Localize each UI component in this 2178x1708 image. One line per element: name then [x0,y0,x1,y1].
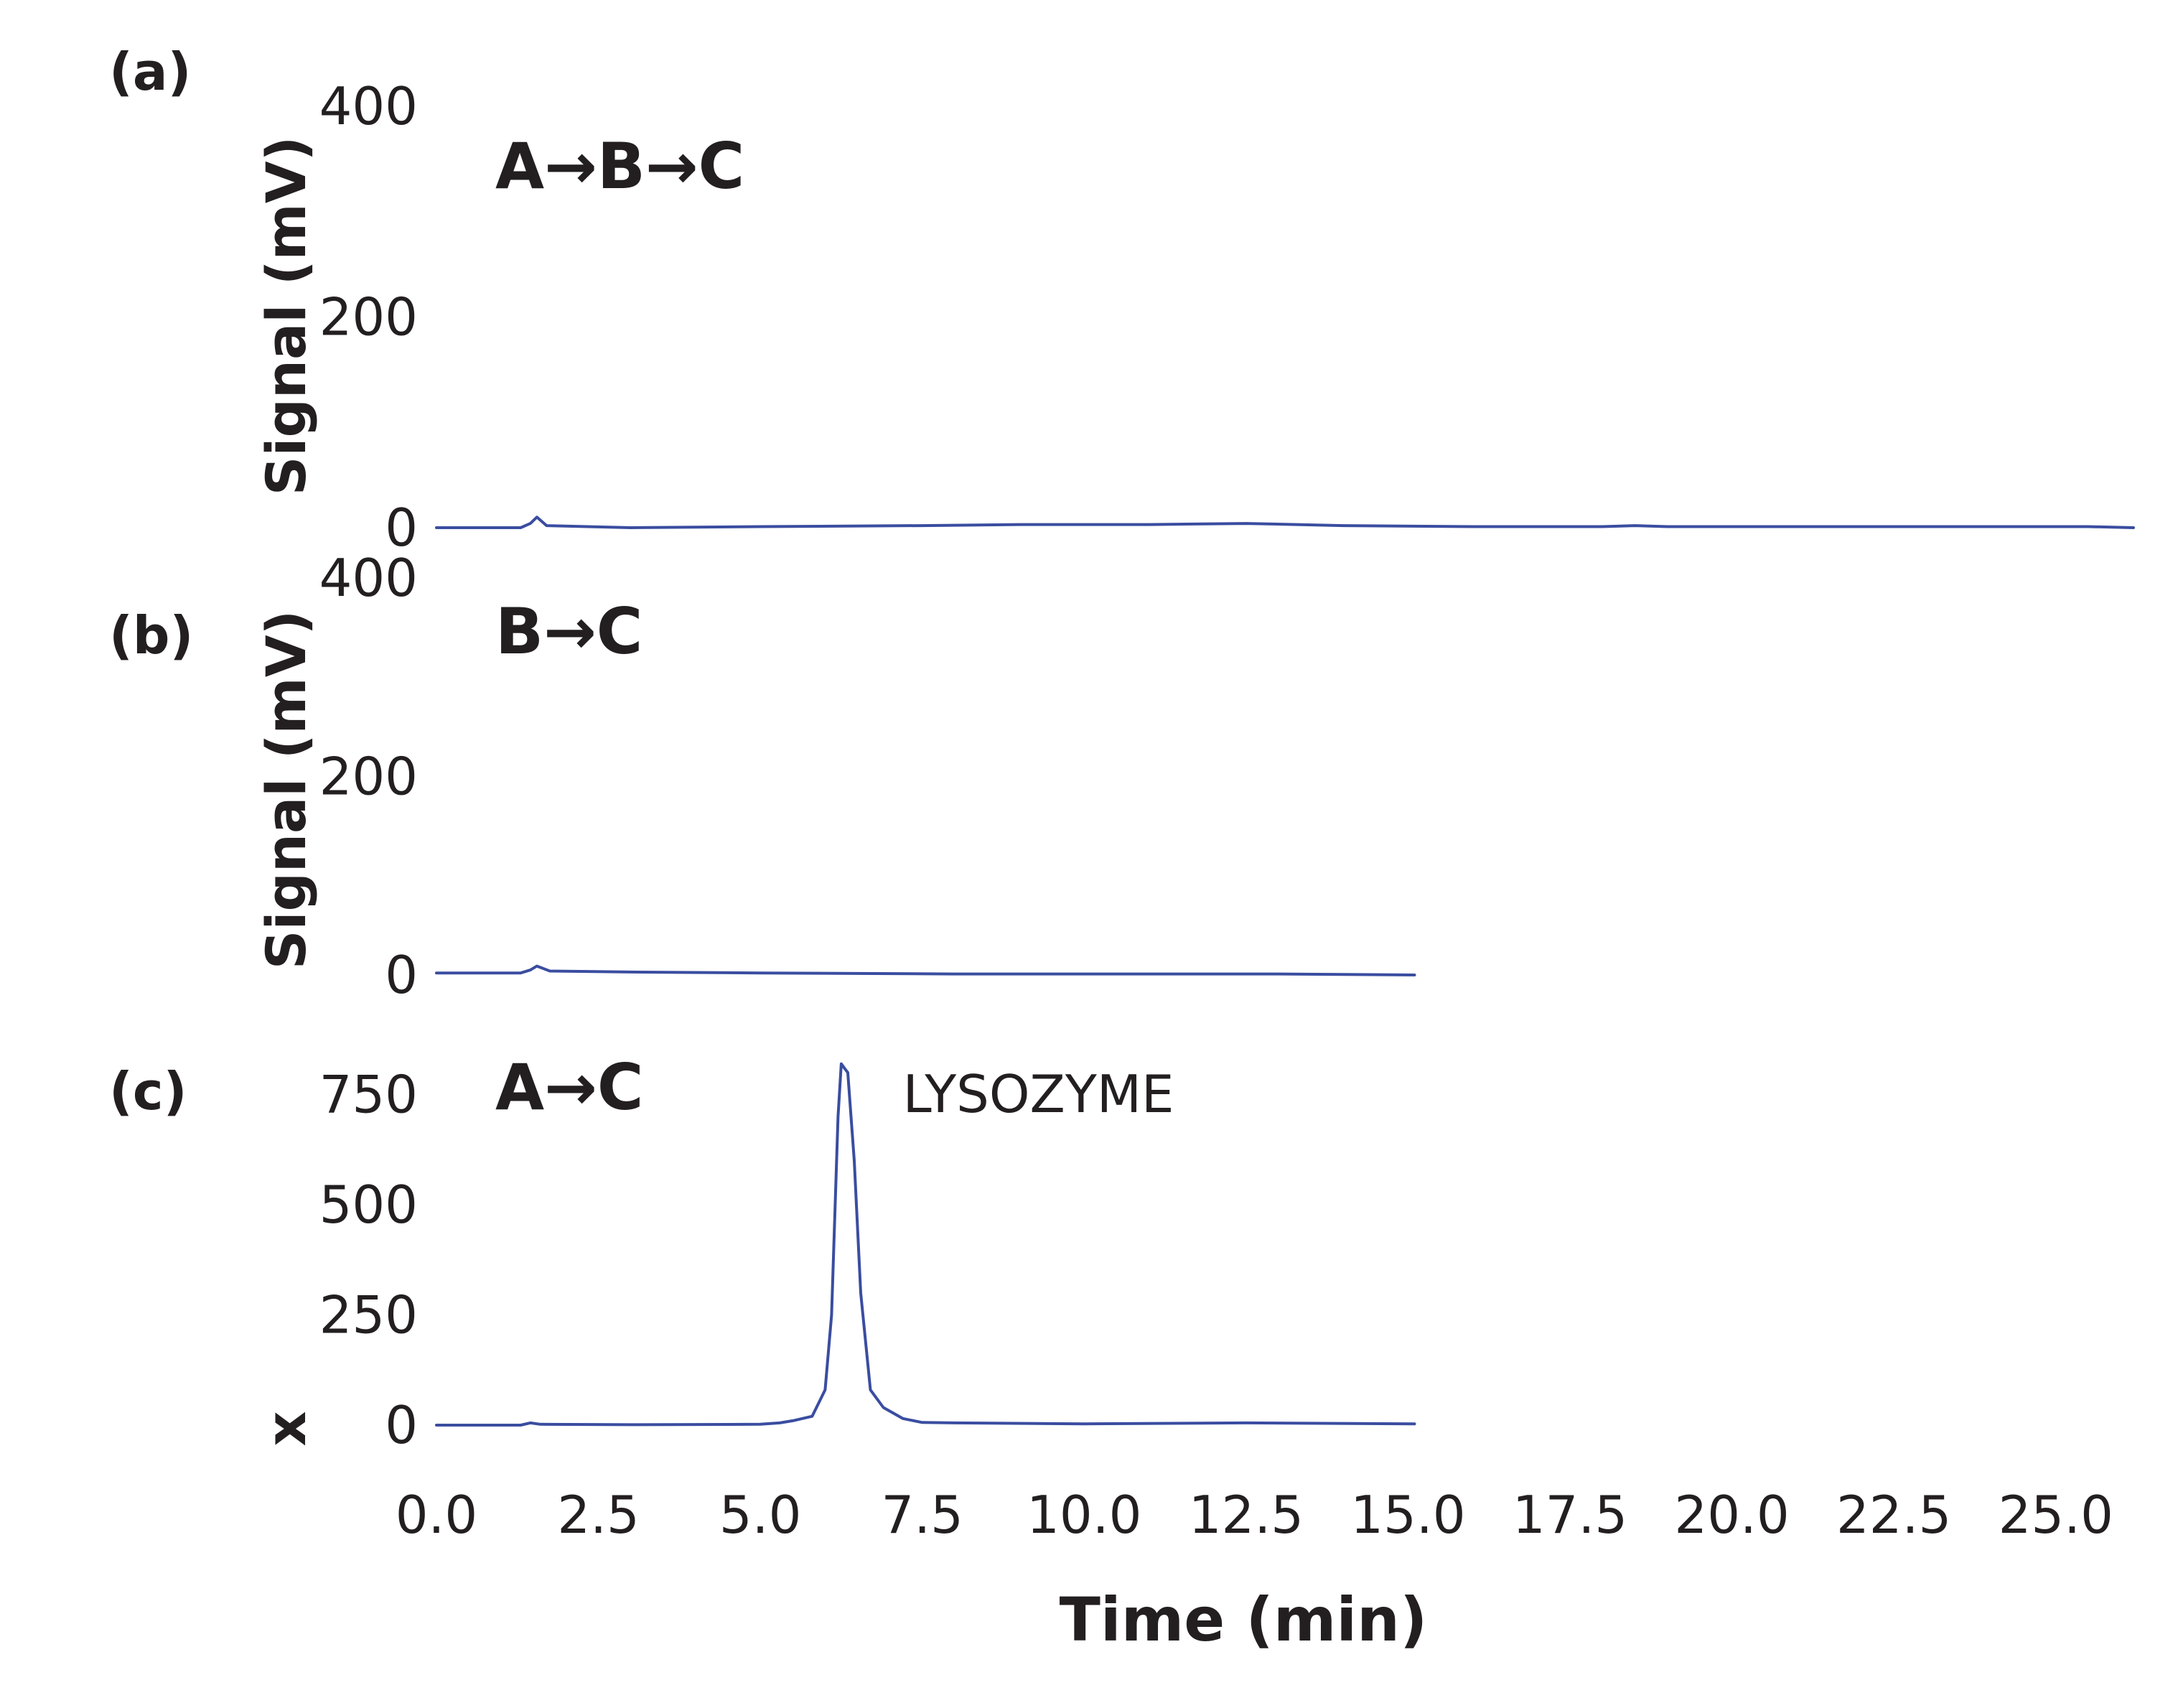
x-tick-label: 25.0 [1999,1485,2113,1545]
x-tick-label: 17.5 [1513,1485,1627,1545]
panel-b-label: (b) [109,605,193,666]
y-tick-label: 400 [319,76,418,136]
y-tick-label: 200 [319,747,418,807]
panel-a-trace [435,515,2135,529]
panel-a-y-ticks: 0 200 400 [319,76,418,558]
x-tick-label: 20.0 [1674,1485,1789,1545]
panel-b-condition: B→C [495,594,642,668]
x-tick-label: 7.5 [881,1485,963,1545]
x-axis-ticks: 0.0 2.5 5.0 7.5 10.0 12.5 15.0 17.5 20.0 22.5 25.0 [396,1485,2113,1545]
panel-b-trace [435,964,1416,976]
x-tick-label: 22.5 [1836,1485,1951,1545]
panel-a-label: (a) [109,42,191,102]
x-tick-label: 12.5 [1189,1485,1304,1545]
x-tick-label: 5.0 [719,1485,802,1545]
y-tick-label: 0 [385,1395,418,1455]
x-tick-label: 0.0 [396,1485,478,1545]
y-tick-label: 250 [319,1285,418,1345]
x-tick-label: 15.0 [1350,1485,1465,1545]
lysozyme-annotation: LYSOZYME [903,1064,1174,1124]
panel-a-condition: A→B→C [495,129,744,203]
panel-c-label: (c) [109,1061,187,1121]
x-tick-label: 10.0 [1027,1485,1141,1545]
panel-c: (c) A→C x 0 250 500 750 LYSOZYME [109,1050,1416,1455]
y-tick-label: 750 [319,1065,418,1125]
y-tick-label: 200 [319,287,418,347]
panel-b-y-ticks: 0 200 400 [319,548,418,1005]
panel-c-condition: A→C [495,1050,643,1124]
y-tick-label: 400 [319,548,418,608]
y-tick-label: 0 [385,945,418,1005]
panel-c-trace [435,1062,1416,1427]
panel-a: (a) A→B→C Signal (mV) 0 200 400 [109,42,2135,558]
panel-b-ylabel: Signal (mV) [254,610,318,970]
y-tick-label: 500 [319,1175,418,1235]
x-axis-label: Time (min) [1060,1585,1428,1655]
panel-c-ylabel: x [254,1411,318,1446]
panel-a-ylabel: Signal (mV) [254,136,318,496]
y-tick-label: 0 [385,498,418,558]
x-tick-label: 2.5 [557,1485,640,1545]
panel-c-y-ticks: 0 250 500 750 [319,1065,418,1455]
panel-b: (b) B→C Signal (mV) 0 200 400 [109,548,1416,1005]
